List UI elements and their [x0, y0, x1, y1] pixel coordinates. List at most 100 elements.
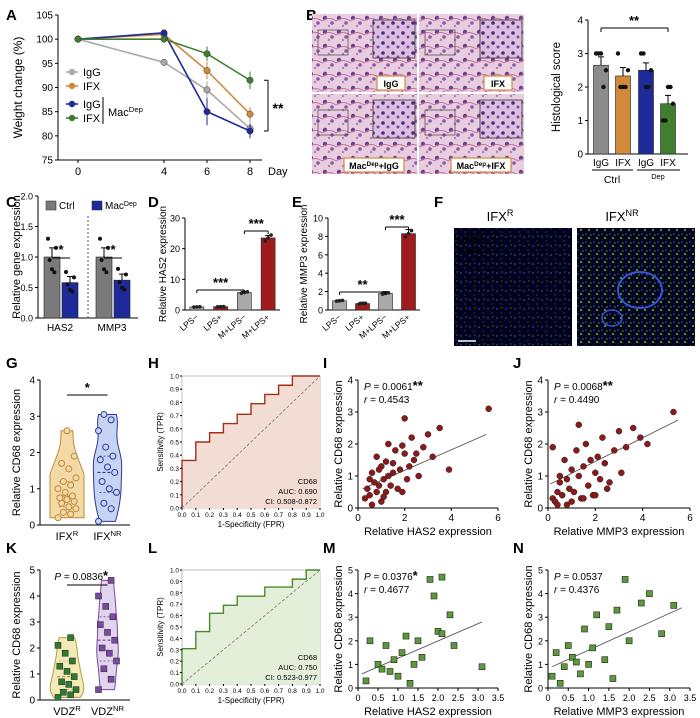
- x-tick-label: 2: [402, 513, 408, 524]
- x-tick-label: LPS−: [320, 312, 343, 333]
- y-tick-label: 0.9: [170, 387, 179, 394]
- roc-stat-label: AUC: 0.690: [278, 487, 317, 496]
- data-point: [106, 649, 113, 657]
- y-tick-label: 0.0: [170, 682, 179, 689]
- data-point: [410, 661, 418, 668]
- data-point: [107, 577, 115, 584]
- data-point: [375, 482, 383, 489]
- x-tick-label: 0.9: [302, 512, 311, 519]
- data-point: [646, 84, 651, 90]
- y-tick-label: 0: [318, 306, 323, 316]
- data-point: [549, 443, 556, 451]
- x-tick-label: 3.5: [684, 693, 697, 703]
- x-axis-label: Relative HAS2 expression: [364, 526, 492, 538]
- y-tick-label: 105: [36, 11, 53, 22]
- y-tick-label: 0.2: [170, 659, 179, 666]
- x-tick-label: 8: [247, 166, 253, 178]
- x-axis-label: 1-Specificity (FPR): [218, 696, 285, 705]
- legend-label: IFX: [83, 81, 101, 93]
- y-tick-label: 0.5: [170, 625, 179, 632]
- p-value-label: P = 0.0537: [554, 572, 603, 583]
- data-point: [245, 290, 250, 294]
- legend-label: IFX: [83, 113, 101, 125]
- bar: [660, 103, 676, 155]
- data-point: [568, 466, 575, 473]
- panel-letter: K: [6, 540, 17, 557]
- x-tick-label: HAS2: [47, 323, 74, 334]
- data-point: [98, 644, 106, 652]
- y-tick-label: 5: [538, 566, 543, 576]
- x-tick-label: 0.8: [288, 512, 297, 519]
- bar: [237, 292, 252, 311]
- group-label: Dep: [651, 172, 664, 181]
- data-point: [111, 636, 118, 644]
- data-point: [426, 576, 434, 583]
- data-point: [556, 679, 564, 687]
- data-point: [611, 447, 618, 454]
- image-label-box: [483, 75, 513, 91]
- x-tick-label: 0.4: [233, 688, 242, 695]
- reference-diagonal: [181, 375, 321, 509]
- x-tick-label: 0.5: [246, 688, 255, 695]
- histology-images: [312, 14, 524, 174]
- y-tick-label: 3: [29, 618, 35, 629]
- y-tick-label: 3: [538, 613, 543, 623]
- x-tick-label: 4: [161, 166, 167, 178]
- significance-p-value: P = 0.0836*: [54, 568, 109, 583]
- data-point: [54, 514, 62, 522]
- data-point: [107, 675, 115, 683]
- x-tick-label: 3.0: [472, 693, 485, 703]
- y-axis-label: Relative HAS2 expression: [158, 206, 169, 322]
- x-tick-label: 0.1: [191, 688, 200, 695]
- data-point: [95, 686, 102, 693]
- y-tick-label: 2: [29, 448, 35, 459]
- x-tick-label: 0.7: [274, 688, 283, 695]
- y-tick-label: 2: [538, 636, 543, 646]
- data-point: [589, 644, 596, 652]
- data-point: [603, 485, 611, 493]
- x-axis-label: 1-Specificity (FPR): [218, 520, 285, 529]
- data-point: [389, 469, 397, 477]
- y-tick-label: 0.8: [170, 400, 179, 407]
- x-tick-label: 0.0: [177, 688, 186, 695]
- data-point: [113, 657, 120, 665]
- x-tick-label: 0.4: [233, 512, 242, 519]
- data-point: [380, 493, 387, 501]
- data-point: [580, 495, 587, 502]
- y-tick-label: 0.3: [170, 647, 179, 654]
- x-tick-label: IgG: [638, 158, 654, 169]
- data-point: [98, 236, 102, 241]
- data-point: [390, 656, 398, 663]
- y-tick-label: 3: [537, 408, 543, 419]
- panel-letter: N: [513, 540, 524, 557]
- y-axis-label: Relative CD68 expression: [523, 565, 535, 692]
- data-point: [116, 266, 120, 271]
- data-point: [160, 29, 168, 37]
- significance-label: *: [58, 242, 64, 257]
- data-point: [99, 258, 104, 263]
- data-point: [67, 634, 74, 641]
- significance-label: ***: [249, 216, 265, 231]
- data-point: [408, 434, 415, 441]
- data-point: [65, 282, 70, 287]
- data-point: [102, 443, 110, 451]
- data-point: [368, 501, 376, 509]
- y-tick-label: 0.1: [170, 492, 179, 499]
- significance-label: ***: [389, 212, 405, 227]
- roc-stat-label: CI: 0.508-0.872: [265, 497, 317, 506]
- legend-marker: [68, 68, 76, 76]
- data-point: [74, 35, 82, 43]
- x-tick-label: 1.0: [392, 693, 405, 703]
- data-point: [67, 481, 75, 489]
- y-tick-label: 4: [29, 376, 35, 387]
- data-point: [218, 304, 223, 309]
- x-tick-label: 0.8: [288, 688, 297, 695]
- data-point: [646, 590, 653, 597]
- data-point: [613, 606, 621, 614]
- data-point: [266, 236, 270, 240]
- data-point: [113, 488, 120, 496]
- stain-label: DAPI: [458, 247, 481, 258]
- y-tick-label: 1: [538, 660, 543, 670]
- data-point: [585, 661, 592, 668]
- data-point: [424, 431, 432, 438]
